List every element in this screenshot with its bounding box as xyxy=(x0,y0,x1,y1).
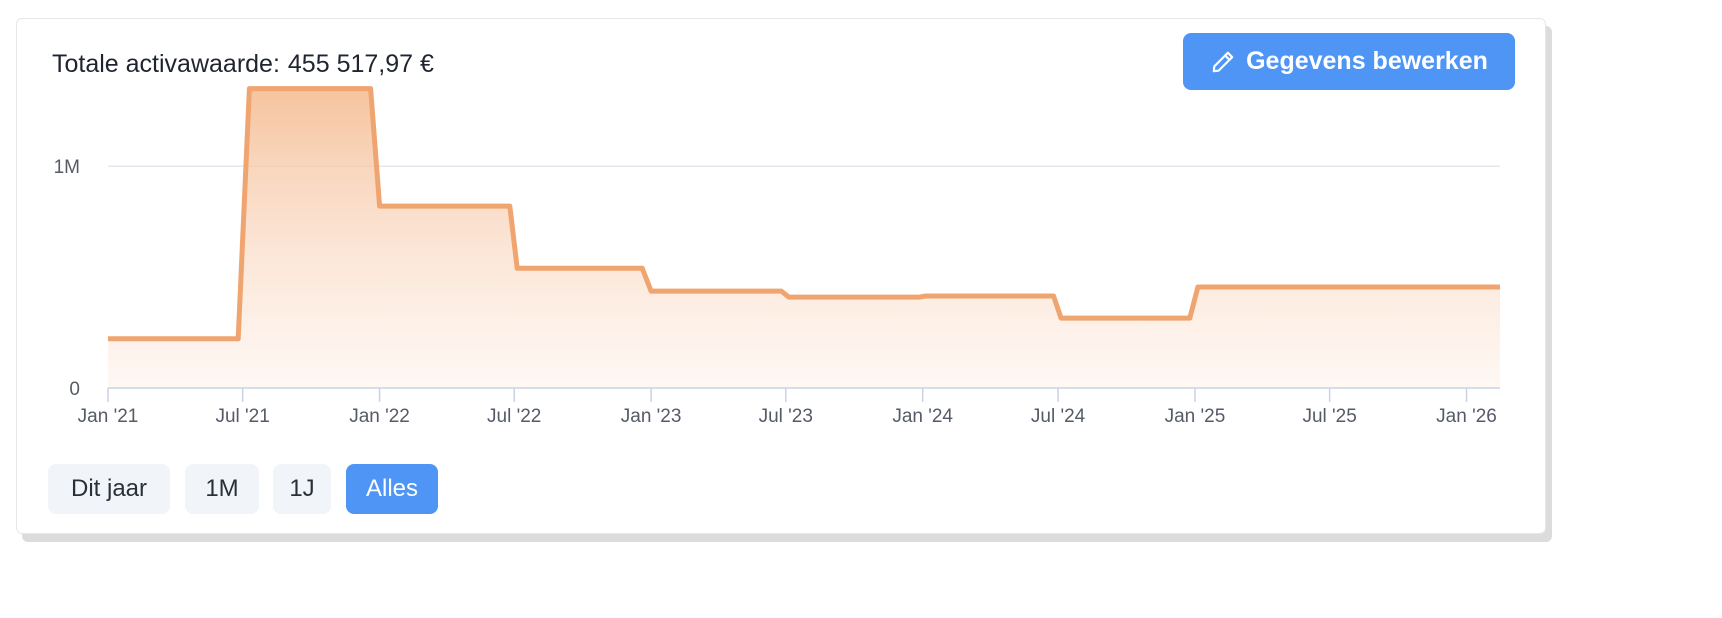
x-tick-label: Jan '23 xyxy=(621,406,682,427)
edit-button-label: Gegevens bewerken xyxy=(1246,47,1488,75)
range-button[interactable]: Alles xyxy=(346,464,438,514)
y-axis-labels: 0 1M xyxy=(54,157,80,400)
x-tick-label: Jan '24 xyxy=(892,406,953,427)
total-value: 455 517,97 € xyxy=(287,50,434,78)
x-tick-label: Jan '21 xyxy=(78,406,139,427)
x-tick-label: Jul '23 xyxy=(759,406,813,427)
x-axis-ticks: Jan '21 Jul '21 Jan '22 Jul '22 Jan '23 Jul '… xyxy=(78,388,1497,427)
series-line xyxy=(108,86,1500,342)
x-tick-label: Jul '22 xyxy=(487,406,541,427)
range-button[interactable]: Dit jaar xyxy=(48,464,170,514)
range-button[interactable]: 1M xyxy=(185,464,259,514)
x-tick-label: Jul '24 xyxy=(1031,406,1086,427)
pencil-icon xyxy=(1210,49,1236,75)
x-tick-label: Jan '26 xyxy=(1436,406,1497,427)
page-title: Totale activawaarde: 455 517,97 € xyxy=(52,50,434,79)
y-tick-label: 0 xyxy=(69,379,80,400)
y-tick-label: 1M xyxy=(54,157,80,178)
x-tick-label: Jan '25 xyxy=(1165,406,1226,427)
asset-value-chart: Jan '21 Jul '21 Jan '22 Jul '22 Jan '23 Jul '… xyxy=(54,86,1500,427)
area-fill xyxy=(108,88,1500,388)
title-label: Totale activawaarde: xyxy=(52,50,280,78)
x-tick-label: Jul '25 xyxy=(1302,406,1356,427)
x-tick-label: Jan '22 xyxy=(349,406,410,427)
range-button[interactable]: 1J xyxy=(273,464,331,514)
x-tick-label: Jul '21 xyxy=(215,406,269,427)
edit-data-button[interactable]: Gegevens bewerken xyxy=(1183,33,1515,90)
